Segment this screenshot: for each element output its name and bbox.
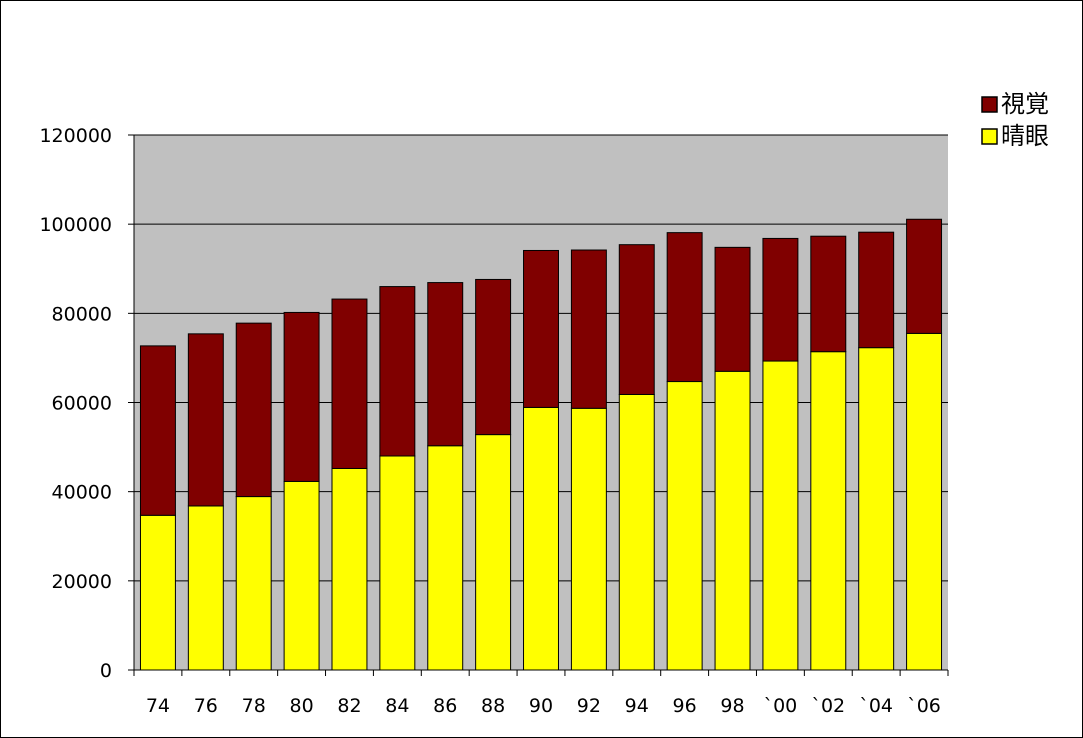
bar-segment <box>619 394 654 670</box>
bar-segment <box>907 333 942 670</box>
x-tick-label: `06 <box>907 695 941 717</box>
legend-swatch <box>982 129 997 144</box>
bar-segment <box>332 468 367 670</box>
y-tick-label: 80000 <box>52 303 112 325</box>
bar-segment <box>524 250 559 407</box>
bar-segment <box>715 371 750 670</box>
bar-segment <box>380 287 415 456</box>
x-axis-ticks: 74 76 78 80 82 84 86 88 90 92 94 96 98 `00 `02 `04 `06 <box>134 670 948 717</box>
bar-segment <box>811 236 846 351</box>
y-tick-label: 20000 <box>52 571 112 593</box>
x-tick-label: 96 <box>673 695 697 717</box>
x-tick-label: 94 <box>625 695 649 717</box>
x-tick-label: 88 <box>481 695 505 717</box>
bar-segment <box>284 481 319 670</box>
bar-segment <box>524 407 559 670</box>
bar-segment <box>715 247 750 371</box>
y-tick-label: 0 <box>100 660 112 682</box>
bar-segment <box>188 334 223 506</box>
x-tick-label: `00 <box>764 695 798 717</box>
bar-segment <box>763 361 798 670</box>
bar-segment <box>284 312 319 481</box>
bar-segment <box>140 515 175 670</box>
x-tick-label: 86 <box>433 695 457 717</box>
bar-segment <box>571 408 606 670</box>
x-tick-label: 84 <box>385 695 409 717</box>
x-tick-label: 74 <box>146 695 170 717</box>
bar-segment <box>380 456 415 670</box>
legend-label: 晴眼 <box>1001 122 1049 150</box>
bar-segment <box>619 245 654 395</box>
bar-segment <box>859 232 894 347</box>
bar-segment <box>811 352 846 670</box>
bar-segment <box>667 382 702 670</box>
bar-segment <box>907 219 942 333</box>
legend-label: 視覚 <box>1001 90 1049 118</box>
y-tick-label: 40000 <box>52 482 112 504</box>
bar-segment <box>476 279 511 434</box>
x-tick-label: 82 <box>337 695 361 717</box>
bar-segment <box>236 497 271 670</box>
y-axis-ticks: 0 20000 40000 60000 80000 100000 120000 <box>39 125 134 682</box>
x-tick-label: 98 <box>720 695 744 717</box>
bar-segment <box>667 233 702 382</box>
x-tick-label: 90 <box>529 695 553 717</box>
bar-segment <box>763 238 798 361</box>
x-tick-label: 76 <box>194 695 218 717</box>
bar-segment <box>188 506 223 670</box>
legend-swatch <box>982 97 997 112</box>
x-tick-label: 80 <box>289 695 313 717</box>
x-tick-label: `04 <box>859 695 893 717</box>
bar-segment <box>859 348 894 670</box>
x-tick-label: 78 <box>242 695 266 717</box>
bar-segment <box>140 346 175 515</box>
bar-segment <box>428 446 463 670</box>
bar-segment <box>236 323 271 496</box>
x-tick-label: 92 <box>577 695 601 717</box>
bar-segment <box>571 250 606 408</box>
x-tick-label: `02 <box>811 695 845 717</box>
y-tick-label: 60000 <box>52 393 112 415</box>
y-tick-label: 120000 <box>39 125 112 147</box>
bar-segment <box>332 299 367 468</box>
bar-segment <box>428 283 463 446</box>
y-tick-label: 100000 <box>39 214 112 236</box>
bar-segment <box>476 435 511 670</box>
